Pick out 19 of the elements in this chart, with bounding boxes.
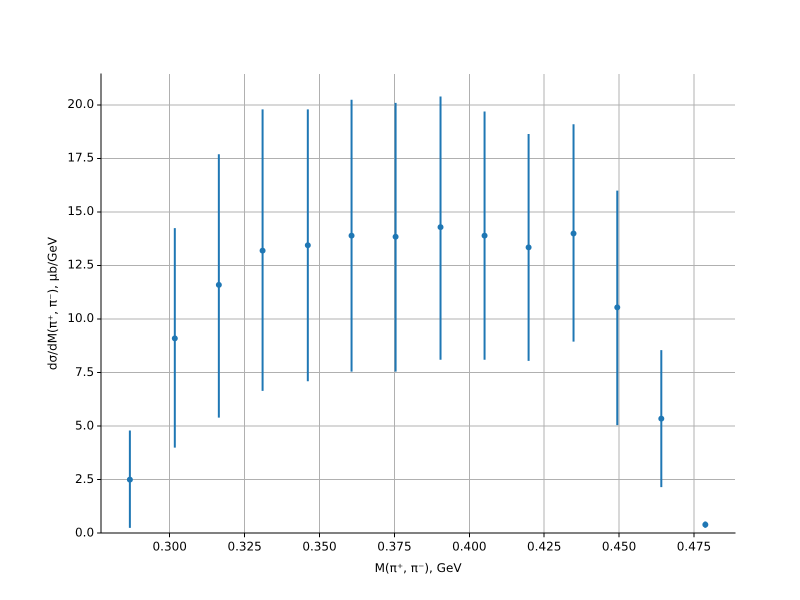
y-tick-label: 10.0 bbox=[67, 311, 94, 326]
x-tick-label: 0.450 bbox=[602, 540, 636, 554]
x-axis-title: M(π⁺, π⁻), GeV bbox=[374, 560, 462, 575]
y-tick-label: 2.5 bbox=[75, 472, 94, 486]
y-tick-label: 17.5 bbox=[67, 150, 94, 165]
x-tick-label: 0.375 bbox=[377, 540, 412, 554]
y-tick-label: 12.5 bbox=[67, 258, 94, 272]
x-tick-label: 0.325 bbox=[227, 540, 262, 554]
y-tick-label: 0.0 bbox=[75, 525, 94, 540]
x-tick-label: 0.425 bbox=[526, 540, 562, 554]
x-tick-label: 0.300 bbox=[152, 540, 187, 554]
x-tick-label: 0.350 bbox=[302, 540, 337, 554]
x-tick-label: 0.475 bbox=[676, 540, 712, 554]
y-tick-label: 15.0 bbox=[67, 204, 94, 218]
y-axis-title: dσ/dM(π⁺, π⁻), μb/GeV bbox=[45, 236, 60, 370]
y-tick-label: 5.0 bbox=[75, 418, 94, 432]
y-tick-label: 7.5 bbox=[75, 364, 94, 379]
x-tick-label: 0.400 bbox=[452, 540, 486, 554]
y-tick-label: 20.0 bbox=[67, 97, 94, 112]
